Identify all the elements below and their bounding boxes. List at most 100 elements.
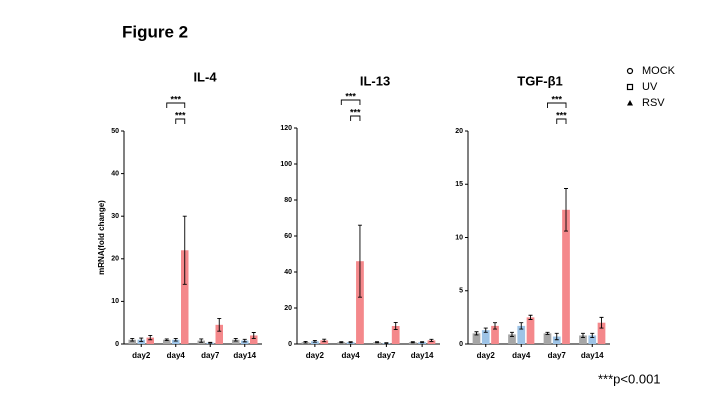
bar bbox=[526, 317, 535, 344]
error-bar bbox=[357, 224, 362, 298]
bar bbox=[146, 337, 154, 344]
y-tick-label: 15 bbox=[455, 181, 463, 188]
x-tick-label: day4 bbox=[342, 351, 361, 360]
error-bar bbox=[303, 341, 308, 344]
legend-marker bbox=[626, 83, 634, 91]
significance-label: *** bbox=[350, 107, 361, 117]
chart-title: TGF-β1 bbox=[517, 73, 563, 88]
significance-bracket bbox=[350, 115, 361, 121]
x-tick-label: day7 bbox=[548, 351, 567, 360]
y-tick-label: 10 bbox=[111, 298, 119, 305]
bar bbox=[597, 322, 606, 344]
x-tick-label: day2 bbox=[132, 351, 151, 360]
x-tick-label: day7 bbox=[201, 351, 220, 360]
y-tick-label: 80 bbox=[284, 197, 292, 204]
error-bar bbox=[590, 332, 595, 339]
bar bbox=[215, 324, 223, 344]
error-bar bbox=[182, 215, 187, 285]
error-bar bbox=[429, 338, 434, 342]
error-bar bbox=[322, 338, 327, 343]
y-tick-label: 20 bbox=[455, 128, 463, 135]
significance-bracket bbox=[340, 99, 361, 105]
y-tick-label: 0 bbox=[459, 341, 463, 348]
y-tick-label: 0 bbox=[115, 341, 119, 348]
significance-bracket bbox=[175, 118, 186, 124]
error-bar bbox=[393, 321, 398, 331]
x-tick-label: day14 bbox=[233, 351, 256, 360]
y-tick-label: 40 bbox=[284, 269, 292, 276]
bar bbox=[472, 333, 481, 344]
y-tick-label: 120 bbox=[280, 125, 292, 132]
significance-label: *** bbox=[175, 110, 186, 120]
error-bar bbox=[375, 341, 380, 344]
x-tick-label: day4 bbox=[167, 351, 186, 360]
x-tick-label: day14 bbox=[581, 351, 604, 360]
bar bbox=[128, 339, 136, 344]
y-tick-label: 20 bbox=[111, 256, 119, 263]
y-tick-label: 100 bbox=[280, 161, 292, 168]
y-tick-label: 20 bbox=[284, 305, 292, 312]
error-bar bbox=[483, 327, 488, 333]
error-bar bbox=[554, 332, 559, 341]
error-bar bbox=[199, 338, 204, 343]
y-axis-label: mRNA(fold change) bbox=[97, 200, 106, 275]
x-tick-label: day4 bbox=[512, 351, 531, 360]
error-bar bbox=[564, 188, 569, 232]
x-tick-label: day2 bbox=[477, 351, 496, 360]
bar bbox=[562, 209, 570, 344]
error-bar bbox=[519, 322, 524, 330]
bar bbox=[320, 340, 329, 344]
error-bar bbox=[410, 341, 415, 344]
bar bbox=[579, 335, 587, 344]
significance-bracket bbox=[166, 102, 186, 108]
bar bbox=[250, 335, 258, 344]
error-bar bbox=[348, 341, 353, 344]
error-bar bbox=[139, 337, 144, 342]
error-bar bbox=[493, 322, 498, 330]
error-bar bbox=[233, 338, 238, 342]
error-bar bbox=[420, 341, 425, 344]
bar bbox=[163, 339, 171, 344]
y-tick-label: 50 bbox=[111, 128, 119, 135]
legend-label: MOCK bbox=[642, 65, 676, 77]
y-tick-label: 10 bbox=[455, 234, 463, 241]
significance-label: *** bbox=[170, 94, 181, 104]
bar bbox=[491, 325, 499, 344]
legend-label: UV bbox=[642, 81, 658, 93]
bar bbox=[172, 339, 180, 344]
footnote: ***p<0.001 bbox=[598, 371, 661, 386]
bar bbox=[517, 325, 526, 344]
error-bar bbox=[474, 331, 479, 336]
bar bbox=[481, 330, 490, 344]
error-bar bbox=[173, 338, 178, 342]
significance-label: *** bbox=[345, 91, 356, 101]
figure-title: Figure 2 bbox=[122, 22, 188, 41]
significance-bracket bbox=[556, 118, 567, 124]
bar bbox=[552, 336, 561, 344]
bar bbox=[181, 250, 189, 344]
error-bar bbox=[130, 338, 135, 342]
chart-title: IL-13 bbox=[360, 73, 390, 88]
error-bar bbox=[509, 331, 514, 337]
x-tick-label: day14 bbox=[411, 351, 434, 360]
x-tick-label: day2 bbox=[306, 351, 325, 360]
error-bar bbox=[384, 342, 389, 344]
significance-label: *** bbox=[551, 94, 562, 104]
y-tick-label: 40 bbox=[111, 170, 119, 177]
legend-marker bbox=[626, 67, 634, 75]
significance-label: *** bbox=[556, 110, 567, 120]
chart-title: IL-4 bbox=[193, 69, 217, 84]
bar bbox=[391, 326, 400, 344]
x-tick-label: day7 bbox=[377, 351, 396, 360]
legend-marker bbox=[627, 100, 633, 106]
y-tick-label: 60 bbox=[284, 233, 292, 240]
y-tick-label: 30 bbox=[111, 213, 119, 220]
y-tick-label: 0 bbox=[288, 341, 292, 348]
error-bar bbox=[528, 314, 533, 320]
error-bar bbox=[545, 331, 550, 335]
error-bar bbox=[312, 339, 317, 343]
error-bar bbox=[242, 338, 247, 343]
y-tick-label: 5 bbox=[459, 288, 463, 295]
error-bar bbox=[208, 341, 213, 344]
